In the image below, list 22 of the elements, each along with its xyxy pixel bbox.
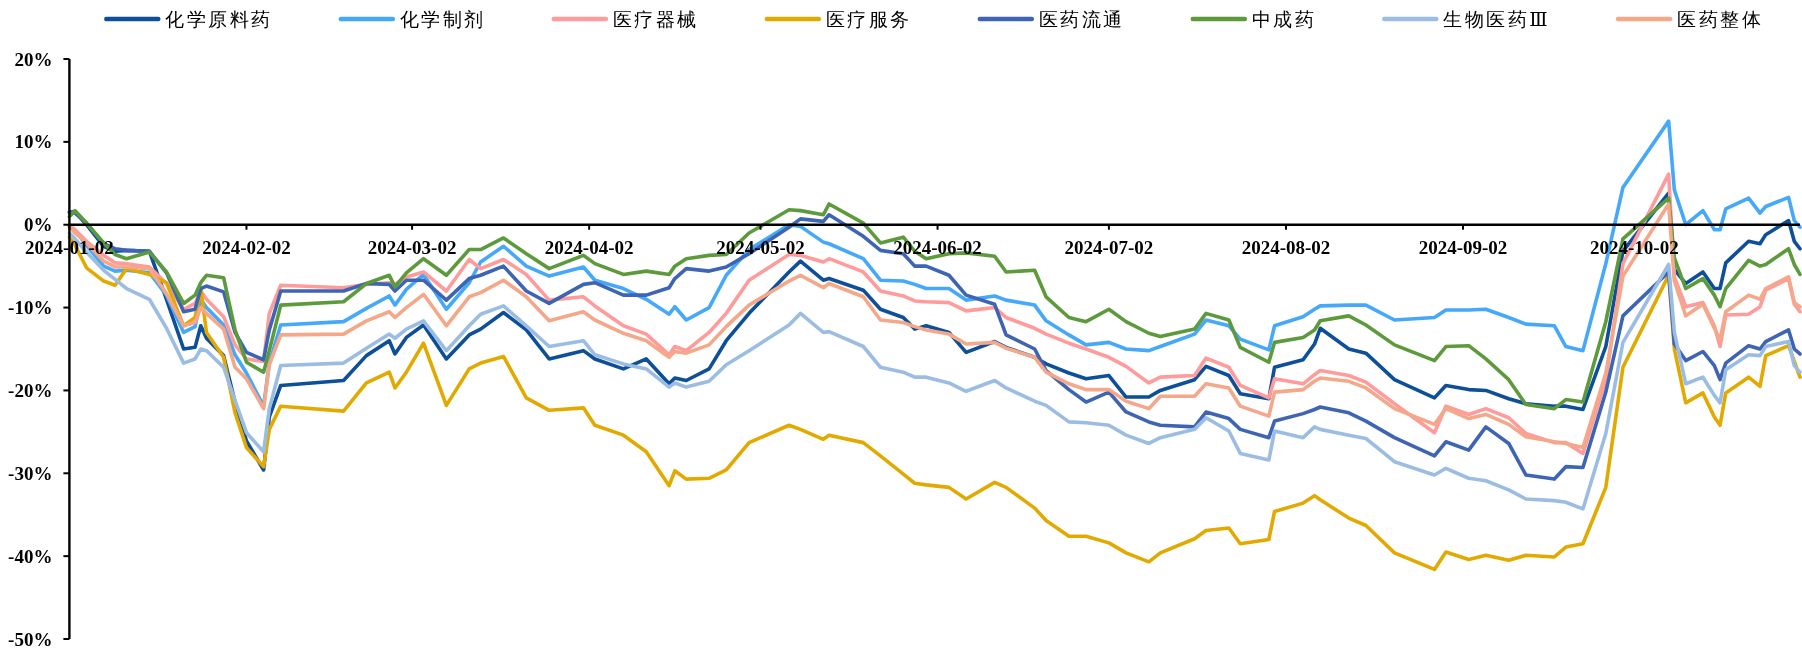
x-tick-label: 2024-03-02: [367, 236, 457, 258]
x-tick-label: 2024-09-02: [1418, 236, 1508, 258]
x-tick-label: 2024-07-02: [1064, 236, 1154, 258]
y-tick-label: 20%: [14, 48, 53, 70]
x-tick-label: 2024-08-02: [1241, 236, 1331, 258]
y-tick-label: 10%: [14, 131, 53, 153]
y-tick-label: -40%: [8, 545, 53, 567]
x-tick-label: 2024-02-02: [202, 236, 291, 258]
legend-label: 医疗器械: [612, 8, 699, 30]
legend-label: 化学原料药: [165, 8, 273, 30]
y-tick-label: -10%: [8, 297, 53, 319]
legend-label: 化学制剂: [399, 8, 486, 30]
y-tick-label: -20%: [8, 379, 53, 401]
legend-label: 医药流通: [1038, 8, 1125, 30]
legend-label: 中成药: [1251, 8, 1317, 30]
legend-label: 医药整体: [1677, 8, 1764, 30]
y-tick-label: -50%: [8, 628, 53, 648]
legend-label: 生物医药Ⅲ: [1443, 8, 1551, 30]
y-tick-label: 0%: [23, 214, 53, 236]
y-tick-label: -30%: [8, 462, 53, 484]
legend-label: 医疗服务: [825, 8, 912, 30]
x-tick-label: 2024-04-02: [544, 236, 634, 258]
